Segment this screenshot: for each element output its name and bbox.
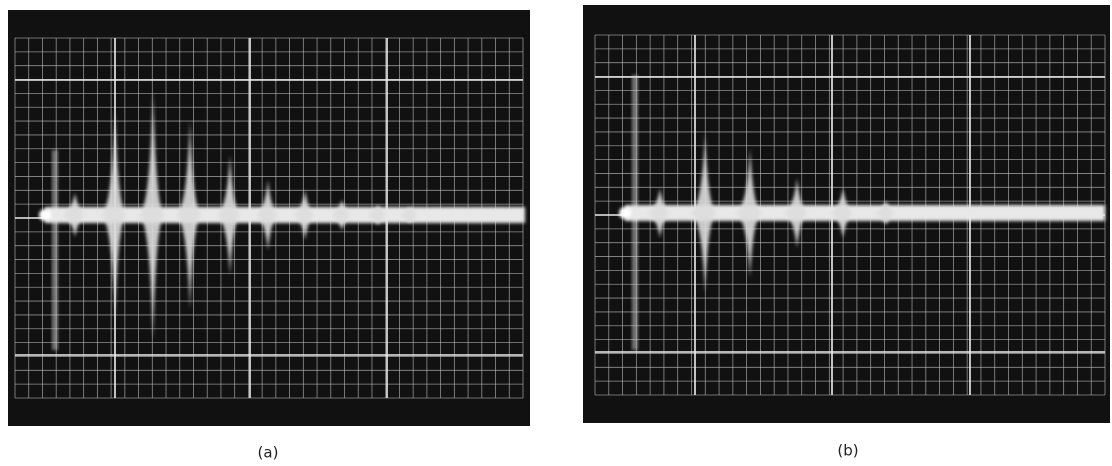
echo-burst [876,201,894,225]
oscilloscope-panel-a [8,10,530,426]
trace-start [39,209,51,221]
echo-burst [784,178,808,248]
echo-burst [256,180,278,250]
echo-burst [217,155,241,275]
panel-caption: (a) [258,444,279,462]
echo-burst [332,200,350,230]
echo-burst [101,110,127,320]
echo-burst [691,133,717,293]
echo-burst [401,207,418,223]
trace-start [619,207,631,219]
echo-burst [63,193,85,237]
panel-caption: (b) [837,442,858,460]
echo-burst [176,120,202,310]
echo-burst [139,90,165,340]
marker-trace [52,150,58,350]
echo-burst [831,188,853,238]
echo-burst [368,205,386,225]
echo-burst [736,148,762,278]
echo-burst [648,188,670,238]
echo-burst [294,190,314,240]
oscilloscope-panel-b [583,5,1110,423]
baseline-trace [45,207,525,223]
